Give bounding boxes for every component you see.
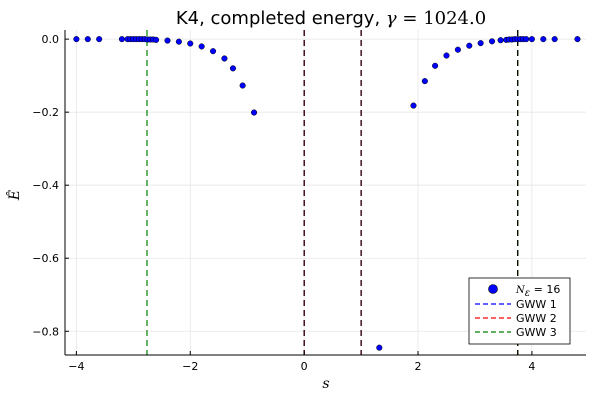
- reference-lines: [146, 30, 519, 355]
- y-tick-label: 0.0: [42, 33, 60, 46]
- data-point: [221, 55, 228, 62]
- data-point: [488, 38, 496, 45]
- y-tick-label: −0.4: [32, 179, 59, 192]
- y-tick-label: −0.8: [32, 325, 59, 338]
- legend-label-points-suffix: = 16: [530, 283, 560, 296]
- data-point: [84, 36, 91, 43]
- legend-label-gww-2: GWW 2: [516, 312, 557, 325]
- data-point: [250, 109, 258, 116]
- data-point: [540, 36, 547, 43]
- data-point: [523, 36, 530, 43]
- legend-label-gww-3: GWW 3: [516, 326, 557, 339]
- data-point: [574, 36, 581, 43]
- y-tick-label: −0.2: [32, 106, 59, 119]
- data-point: [239, 82, 246, 89]
- x-tick-label: 4: [528, 360, 535, 373]
- legend-label-points: Nε = 16: [515, 283, 560, 299]
- chart-title-equals: =: [397, 8, 424, 29]
- data-point: [209, 48, 217, 55]
- x-tick-label: −2: [182, 360, 198, 373]
- data-point: [432, 62, 439, 69]
- data-point: [187, 40, 194, 47]
- data-point: [164, 37, 171, 44]
- data-point: [175, 38, 182, 45]
- data-point: [421, 78, 428, 85]
- x-tick-label: 2: [415, 360, 422, 373]
- legend-label-points-subscript: ε: [525, 288, 530, 299]
- data-point: [153, 36, 160, 43]
- data-points: [73, 36, 581, 351]
- axes: [64, 30, 586, 356]
- x-tick-label: 0: [301, 360, 308, 373]
- data-point: [454, 46, 461, 53]
- data-point: [443, 52, 450, 59]
- legend-marker-points: [488, 284, 498, 294]
- chart-title-gamma-symbol: γ: [386, 8, 397, 29]
- data-point: [497, 37, 504, 44]
- data-point: [466, 42, 473, 49]
- data-point: [410, 102, 417, 109]
- data-point: [118, 36, 125, 43]
- y-axis-label: Ê: [5, 190, 23, 201]
- legend-label-points-symbol: N: [515, 285, 526, 296]
- y-tick-label: −0.6: [32, 252, 59, 265]
- chart-title-prefix: K4, completed energy,: [176, 8, 386, 29]
- data-point: [551, 36, 558, 43]
- legend: Nε = 16 GWW 1 GWW 2 GWW 3: [468, 277, 571, 345]
- legend-label-gww-1: GWW 1: [516, 298, 557, 311]
- tick-labels: −4 −2 0 2 4 0.0 −0.2 −0.4 −0.6 −0.8: [32, 33, 535, 373]
- data-point: [376, 344, 383, 351]
- data-point: [477, 40, 484, 47]
- x-tick-label: −4: [68, 360, 84, 373]
- data-point: [96, 36, 103, 43]
- data-point: [73, 36, 80, 43]
- chart-title-gamma-value: 1024.0: [423, 8, 486, 29]
- legend-box: [468, 277, 571, 345]
- chart-title: K4, completed energy, γ = 1024.0: [176, 8, 486, 29]
- data-point: [528, 36, 535, 43]
- data-point: [229, 65, 237, 72]
- x-axis-label: s: [322, 376, 329, 392]
- data-point: [198, 43, 205, 50]
